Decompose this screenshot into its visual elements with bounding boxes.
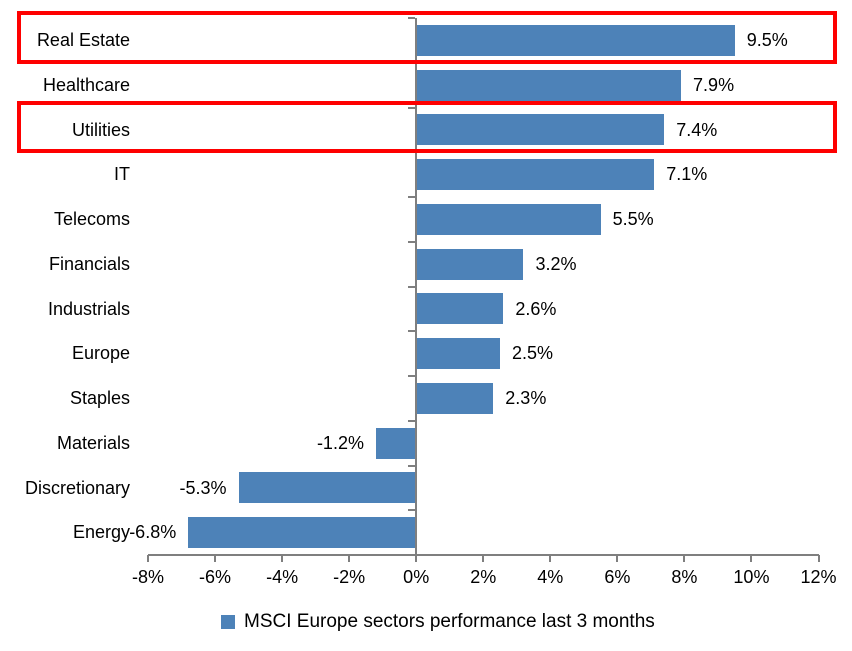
y-axis-tick bbox=[408, 419, 416, 422]
x-tick-label-2pct: 2% bbox=[470, 567, 497, 587]
x-axis-tick bbox=[817, 555, 820, 562]
bar-energy bbox=[188, 517, 417, 549]
category-label-utilities: Utilities bbox=[71, 119, 130, 140]
y-axis-tick bbox=[408, 464, 416, 467]
y-axis-line bbox=[415, 18, 418, 555]
x-tick-label-neg4pct: -4% bbox=[266, 567, 299, 587]
bar-telecoms bbox=[416, 203, 601, 235]
legend-label: MSCI Europe sectors performance last 3 m… bbox=[244, 611, 655, 632]
x-axis-tick bbox=[683, 555, 686, 562]
value-label-industrials: 2.6% bbox=[515, 298, 557, 319]
x-tick-label-6pct: 6% bbox=[604, 567, 631, 587]
y-axis-tick bbox=[408, 330, 416, 333]
category-label-materials: Materials bbox=[56, 432, 130, 453]
bar-financials bbox=[416, 248, 524, 280]
bar-discretionary bbox=[238, 472, 417, 504]
value-label-telecoms: 5.5% bbox=[612, 209, 654, 229]
bar-healthcare bbox=[416, 69, 682, 101]
x-tick-label-10pct: 10% bbox=[733, 567, 770, 587]
value-label-healthcare: 7.9% bbox=[693, 74, 735, 95]
legend-swatch-icon bbox=[221, 615, 235, 629]
bar-it bbox=[416, 159, 655, 191]
value-label-financials: 3.2% bbox=[535, 253, 577, 274]
category-label-financials: Financials bbox=[48, 253, 130, 274]
x-axis-tick bbox=[147, 555, 149, 562]
category-label-real-estate: Real Estate bbox=[36, 30, 130, 50]
bar-staples bbox=[416, 382, 494, 414]
y-axis-tick bbox=[408, 375, 416, 377]
bar-europe bbox=[416, 338, 500, 370]
value-label-it: 7.1% bbox=[666, 164, 708, 185]
x-axis-tick bbox=[281, 555, 284, 562]
category-label-telecoms: Telecoms bbox=[53, 209, 130, 229]
x-axis-tick bbox=[616, 555, 619, 562]
x-tick-label-0pct: 0% bbox=[403, 567, 430, 587]
x-axis-tick bbox=[415, 555, 418, 562]
value-label-discretionary: -5.3% bbox=[179, 477, 227, 498]
y-axis-tick bbox=[408, 106, 416, 109]
x-axis-tick bbox=[549, 555, 552, 562]
bar-materials bbox=[375, 427, 417, 459]
category-label-it: IT bbox=[114, 164, 130, 185]
x-tick-label-neg6pct: -6% bbox=[199, 567, 232, 587]
legend: MSCI Europe sectors performance last 3 m… bbox=[221, 611, 655, 633]
y-axis-tick bbox=[408, 240, 416, 243]
bar-utilities bbox=[416, 114, 665, 146]
category-label-europe: Europe bbox=[71, 343, 130, 364]
value-label-materials: -1.2% bbox=[316, 432, 364, 453]
x-tick-label-4pct: 4% bbox=[537, 567, 564, 587]
highlight-box-real-estate bbox=[17, 11, 837, 64]
x-axis-tick bbox=[348, 555, 351, 562]
x-axis-tick bbox=[214, 555, 217, 562]
y-axis-tick bbox=[408, 285, 416, 288]
value-label-europe: 2.5% bbox=[512, 343, 554, 364]
category-label-energy: Energy bbox=[72, 522, 130, 543]
x-tick-label-neg8pct: -8% bbox=[131, 567, 165, 587]
x-tick-label-8pct: 8% bbox=[671, 567, 698, 587]
value-label-staples: 2.3% bbox=[505, 388, 547, 408]
category-label-staples: Staples bbox=[69, 388, 130, 408]
bar-real-estate bbox=[416, 24, 735, 56]
value-label-real-estate: 9.5% bbox=[746, 30, 788, 50]
x-tick-label-12pct: 12% bbox=[800, 567, 837, 587]
value-label-energy: -6.8% bbox=[129, 522, 177, 543]
y-axis-tick bbox=[408, 509, 416, 512]
category-label-industrials: Industrials bbox=[47, 298, 130, 319]
x-axis-tick bbox=[750, 555, 753, 562]
category-label-discretionary: Discretionary bbox=[24, 477, 130, 498]
value-label-utilities: 7.4% bbox=[676, 119, 718, 140]
y-axis-tick bbox=[408, 196, 416, 198]
highlight-box-utilities bbox=[17, 100, 837, 154]
x-axis-tick bbox=[482, 555, 485, 562]
bar-industrials bbox=[416, 293, 504, 325]
y-axis-tick bbox=[408, 17, 416, 19]
x-tick-label-neg2pct: -2% bbox=[333, 567, 366, 587]
category-label-healthcare: Healthcare bbox=[42, 74, 130, 95]
